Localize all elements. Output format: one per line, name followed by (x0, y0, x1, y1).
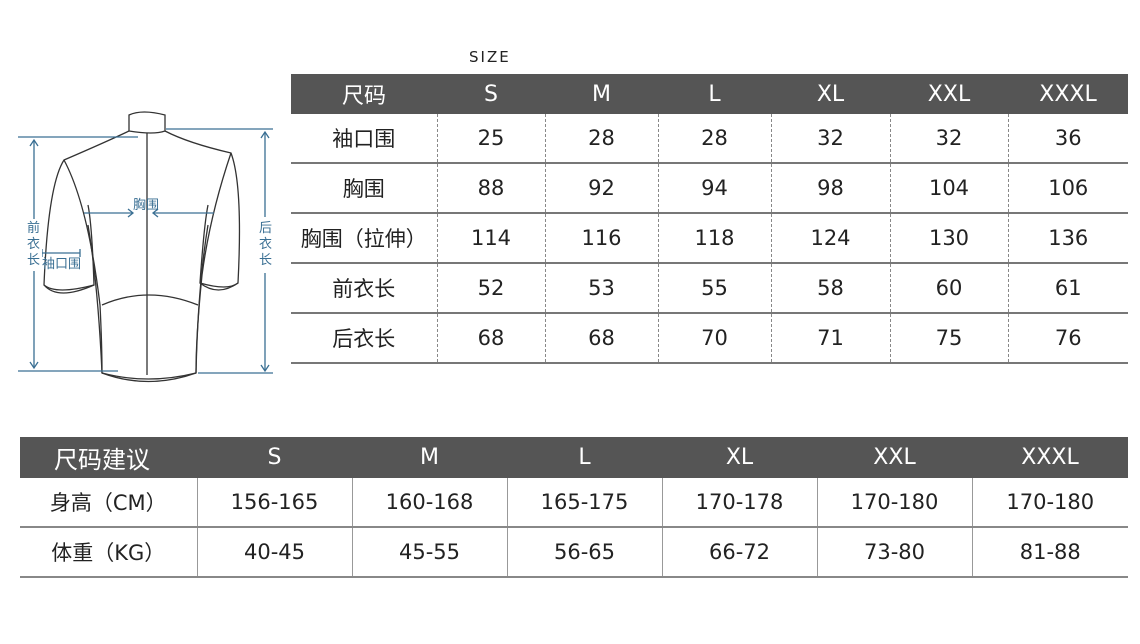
table-cell: 165-175 (506, 478, 662, 528)
back-length-label-1: 后 (259, 221, 272, 236)
table-cell: 160-168 (351, 478, 507, 528)
jersey-outline-icon (43, 111, 241, 383)
header-cell: M (545, 74, 658, 114)
table-cell: 170-180 (971, 478, 1128, 528)
row-label: 袖口围 (291, 114, 437, 164)
row-label: 体重（KG） (20, 527, 197, 578)
table-cell: 114 (436, 213, 545, 264)
front-length-label-2: 衣 (27, 236, 40, 252)
header-cell: S (197, 437, 352, 478)
table-cell: 28 (657, 114, 771, 164)
table-cell: 25 (436, 114, 545, 164)
table-cell: 68 (436, 313, 545, 364)
table-row: 胸围（拉伸） 114 116 118 124 130 136 (291, 213, 1128, 264)
table-cell: 98 (770, 163, 890, 214)
table-cell: 92 (544, 163, 658, 214)
row-label: 前衣长 (291, 263, 437, 314)
table-cell: 81-88 (971, 527, 1128, 578)
table-row: 前衣长 52 53 55 58 60 61 (291, 263, 1128, 314)
table-cell: 68 (544, 313, 658, 364)
table-row: 袖口围 25 28 28 32 32 36 (291, 114, 1128, 164)
measure-lines (18, 128, 273, 374)
size-caption: SIZE (469, 48, 511, 66)
row-label: 胸围（拉伸） (291, 213, 437, 264)
chest-label: 胸围 (133, 198, 159, 213)
table-cell: 130 (889, 213, 1008, 264)
table-cell: 28 (544, 114, 658, 164)
table-cell: 55 (657, 263, 771, 314)
table-row: 体重（KG） 40-45 45-55 56-65 66-72 73-80 81-88 (20, 527, 1128, 578)
table-cell: 45-55 (351, 527, 507, 578)
table-cell: 32 (770, 114, 890, 164)
header-cell: XL (662, 437, 817, 478)
table-cell: 71 (770, 313, 890, 364)
table-cell: 32 (889, 114, 1008, 164)
table-cell: 136 (1007, 213, 1128, 264)
header-cell: XXL (890, 74, 1008, 114)
header-cell: L (658, 74, 771, 114)
header-cell: XXXL (1008, 74, 1128, 114)
table-cell: 88 (436, 163, 545, 214)
header-cell: S (437, 74, 545, 114)
table-cell: 76 (1007, 313, 1128, 364)
table-cell: 156-165 (196, 478, 352, 528)
table-cell: 36 (1007, 114, 1128, 164)
table-cell: 75 (889, 313, 1008, 364)
back-length-label-3: 长 (259, 253, 272, 268)
front-length-label-1: 前 (27, 220, 40, 236)
table-cell: 73-80 (816, 527, 972, 578)
header-cell: XL (771, 74, 890, 114)
table-cell: 66-72 (661, 527, 817, 578)
table-cell: 56-65 (506, 527, 662, 578)
table-cell: 118 (657, 213, 771, 264)
table-row: 胸围 88 92 94 98 104 106 (291, 163, 1128, 214)
table-cell: 70 (657, 313, 771, 364)
table-cell: 170-180 (816, 478, 972, 528)
size-table: 尺码 S M L XL XXL XXXL 袖口围 25 28 28 32 32 36 胸围 88… (291, 74, 1128, 364)
row-label: 后衣长 (291, 313, 437, 364)
table-cell: 170-178 (661, 478, 817, 528)
header-cell: L (507, 437, 662, 478)
row-label: 胸围 (291, 163, 437, 214)
front-length-label-3: 长 (27, 253, 40, 268)
row-label: 身高（CM） (20, 478, 197, 528)
table-row: 身高（CM） 156-165 160-168 165-175 170-178 170-18… (20, 478, 1128, 528)
table-cell: 60 (889, 263, 1008, 314)
table-cell: 61 (1007, 263, 1128, 314)
table-cell: 53 (544, 263, 658, 314)
recommend-table-header: 尺码建议 S M L XL XXL XXXL (20, 437, 1128, 478)
cuff-label: 袖口围 (42, 257, 81, 272)
table-cell: 94 (657, 163, 771, 214)
back-length-label-2: 衣 (259, 236, 272, 252)
header-cell: 尺码建议 (20, 437, 197, 478)
header-cell: XXXL (972, 437, 1128, 478)
table-cell: 52 (436, 263, 545, 314)
table-cell: 124 (770, 213, 890, 264)
size-table-header: 尺码 S M L XL XXL XXXL (291, 74, 1128, 114)
table-cell: 104 (889, 163, 1008, 214)
header-cell: 尺码 (291, 74, 437, 114)
jersey-diagram: 胸围 袖口围 前 衣 长 后 衣 长 (18, 111, 274, 383)
table-cell: 116 (544, 213, 658, 264)
header-cell: M (352, 437, 507, 478)
table-cell: 40-45 (196, 527, 352, 578)
header-cell: XXL (817, 437, 972, 478)
table-row: 后衣长 68 68 70 71 75 76 (291, 313, 1128, 364)
table-cell: 58 (770, 263, 890, 314)
table-cell: 106 (1007, 163, 1128, 214)
size-recommendation-table: 尺码建议 S M L XL XXL XXXL 身高（CM） 156-165 160-… (20, 437, 1128, 578)
